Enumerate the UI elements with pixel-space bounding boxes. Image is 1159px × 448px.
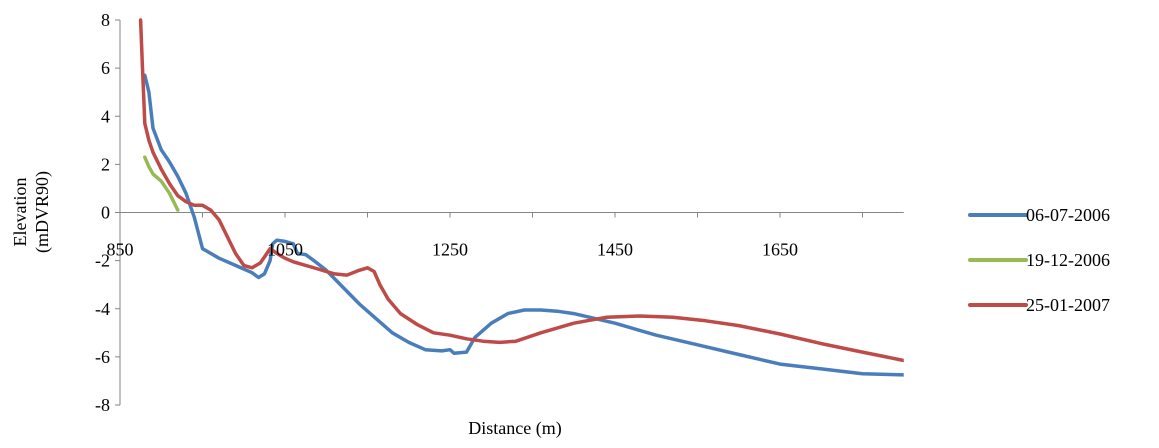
labels-layer: 8 6 4 2 0 -2 -4 -6 -8 850 1050 1250 1450 1650 Distance… (10, 10, 798, 439)
y-tick-label: -8 (95, 395, 110, 415)
series-layer (138, 18, 904, 377)
legend-label: 19-12-2006 (1026, 250, 1110, 270)
y-tick-label: -4 (95, 299, 110, 319)
x-tick-label: 850 (107, 240, 134, 260)
axes-layer (115, 19, 904, 406)
x-tick-label: 1650 (762, 240, 798, 260)
x-tick-label: 1450 (597, 240, 633, 260)
x-tick-label: 1050 (267, 240, 303, 260)
y-tick-label: -2 (95, 251, 110, 271)
y-axis-title-line: (mDVR90) (32, 171, 53, 253)
y-tick-label: 8 (101, 10, 110, 30)
y-axis-title: Elevation (mDVR90) (10, 171, 53, 253)
series-line-19-12-2006 (143, 155, 180, 212)
x-axis-title: Distance (m) (468, 418, 561, 439)
series-line-06-07-2006 (143, 73, 904, 377)
legend-label: 06-07-2006 (1026, 205, 1110, 225)
y-axis-title-line: Elevation (10, 178, 30, 247)
y-tick-label: 4 (101, 106, 110, 126)
y-tick-label: 6 (101, 58, 110, 78)
series-line-25-01-2007 (138, 18, 904, 363)
y-tick-label: -6 (95, 347, 110, 367)
x-tick-label: 1250 (432, 240, 468, 260)
legend-label: 25-01-2007 (1026, 295, 1110, 315)
legend: 06-07-2006 19-12-2006 25-01-2007 (968, 205, 1110, 315)
y-tick-label: 0 (101, 203, 110, 223)
y-tick-label: 2 (101, 154, 110, 174)
